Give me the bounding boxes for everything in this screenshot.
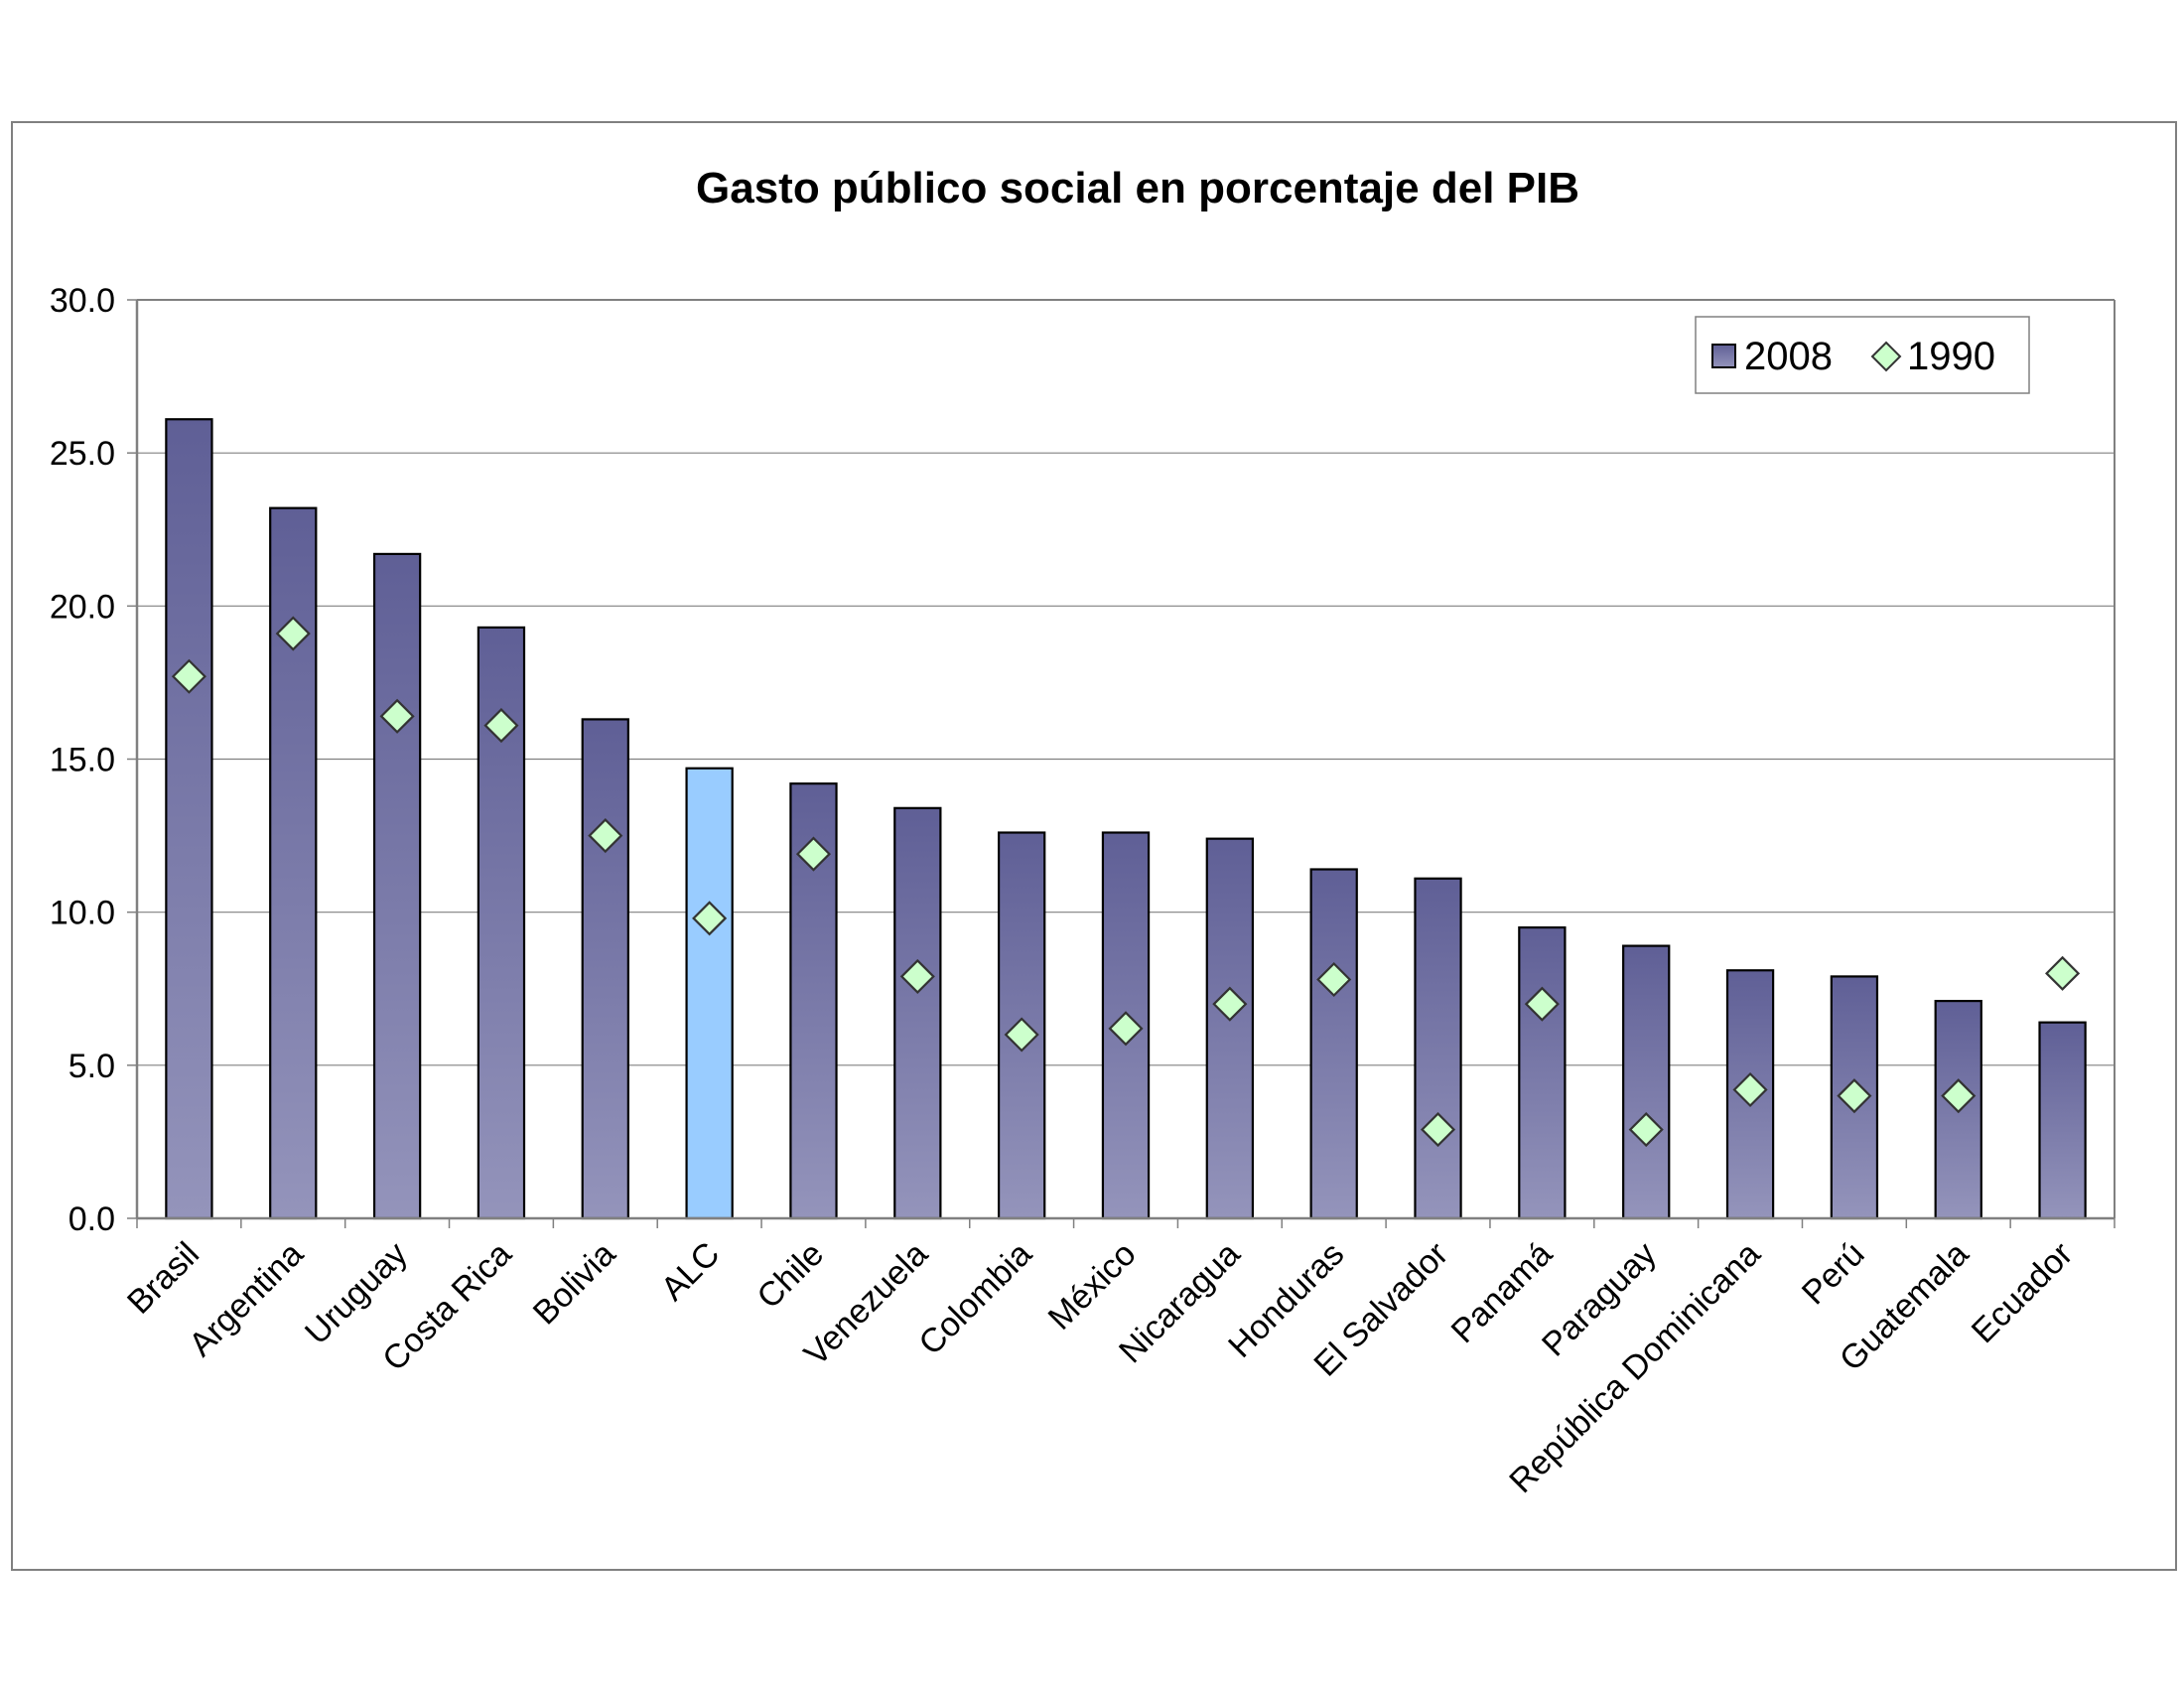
bar-2008-brasil [165, 418, 213, 1220]
bar-2008-el-salvador [1414, 877, 1462, 1220]
y-tick-labels: 0.0 5.0 10.0 15.0 20.0 25.0 30.0 [50, 282, 115, 1238]
markers-1990 [171, 616, 2081, 1148]
legend-marker-1990 [1870, 341, 1902, 372]
marker-1990-honduras [1316, 961, 1352, 998]
marker-1990-perú [1837, 1078, 1872, 1114]
bars-2008 [165, 418, 2087, 1220]
y-tick-label: 25.0 [50, 435, 115, 473]
marker-1990-chile [795, 836, 832, 872]
marker-1990-ecuador [2045, 955, 2081, 991]
marker-1990-panamá [1524, 986, 1560, 1022]
marker-1990-brasil [171, 658, 206, 694]
bar-2008-argentina [269, 506, 318, 1220]
marker-1990-colombia [1004, 1017, 1039, 1053]
y-tick-label: 30.0 [50, 282, 115, 320]
x-tick-label: Brasil [120, 1235, 206, 1322]
marker-1990-paraguay [1628, 1112, 1664, 1148]
y-tick-label: 0.0 [68, 1200, 115, 1238]
marker-1990-costa-rica [483, 708, 519, 744]
bar-2008-venezuela [893, 806, 942, 1220]
x-tick-label: Colombia [911, 1235, 1038, 1362]
y-tick-label: 15.0 [50, 742, 115, 779]
chart-frame: Gasto público social en porcentaje del P… [11, 121, 2177, 1571]
marker-1990-el-salvador [1420, 1112, 1456, 1148]
x-tick-label: ALC [654, 1235, 728, 1309]
x-tick-label: Perú [1795, 1235, 1872, 1313]
marker-1990-nicaragua [1212, 986, 1248, 1022]
marker-1990-guatemala [1941, 1078, 1977, 1114]
chart-title: Gasto público social en porcentaje del P… [696, 164, 1579, 212]
x-tick-label: Bolivia [526, 1235, 623, 1333]
marker-1990-bolivia [588, 818, 623, 854]
marker-1990-alc [692, 901, 728, 936]
bar-2008-uruguay [372, 552, 422, 1220]
bar-2008-ecuador [2038, 1021, 2087, 1220]
marker-1990-méxico [1108, 1011, 1144, 1047]
y-tick-label: 20.0 [50, 588, 115, 626]
y-tick-label: 10.0 [50, 895, 115, 932]
marker-1990-argentina [275, 616, 311, 651]
x-tick-label: México [1041, 1235, 1144, 1337]
bar-2008-nicaragua [1205, 837, 1255, 1220]
bar-2008-honduras [1309, 868, 1358, 1220]
x-tick-label: Chile [750, 1235, 831, 1317]
legend-swatch-2008 [1711, 344, 1736, 368]
y-tick-label: 5.0 [68, 1048, 115, 1085]
marker-1990-república-dominicana [1732, 1071, 1768, 1108]
marker-1990-uruguay [379, 698, 415, 734]
axes [127, 299, 2116, 1228]
legend-box [1695, 316, 2030, 394]
bar-2008-alc [685, 767, 734, 1220]
legend: 2008 1990 [1695, 316, 2030, 394]
bar-2008-bolivia [581, 718, 629, 1220]
x-tick-label: Ecuador [1965, 1235, 2080, 1350]
chart-svg: Gasto público social en porcentaje del P… [50, 164, 2116, 1500]
bar-2008-paraguay [1622, 944, 1671, 1220]
legend-label-1990: 1990 [1907, 335, 1995, 378]
x-tick-label: Argentina [182, 1235, 311, 1364]
legend-label-2008: 2008 [1744, 335, 1833, 378]
marker-1990-venezuela [899, 958, 935, 994]
bar-2008-panamá [1518, 925, 1567, 1220]
